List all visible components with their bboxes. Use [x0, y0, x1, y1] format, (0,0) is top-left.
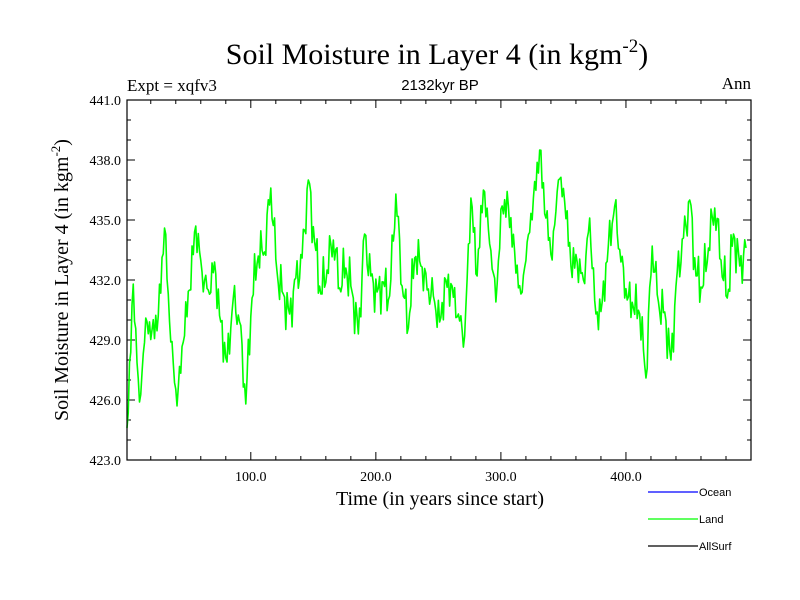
x-tick-label: 400.0 — [610, 470, 642, 485]
plot-frame — [126, 99, 752, 461]
y-tick-label: 432.0 — [90, 274, 122, 289]
y-tick-label: 423.0 — [90, 454, 122, 469]
series-line-land — [126, 149, 747, 429]
legend: Ocean Land AllSurf — [648, 487, 732, 553]
ticks-layer: 423.0 426.0 429.0 432.0 435.0 438.0 441.0 100.0… — [90, 94, 751, 485]
series-layer — [126, 149, 747, 429]
x-tick-label: 200.0 — [360, 470, 392, 485]
y-axis-label: Soil Moisture in Layer 4 (in kgm-2) — [48, 139, 73, 421]
y-tick-label: 435.0 — [90, 214, 122, 229]
y-tick-label: 441.0 — [90, 94, 122, 109]
legend-label-land: Land — [699, 514, 723, 526]
chart-title: Soil Moisture in Layer 4 (in kgm-2) — [226, 36, 648, 71]
chart-subtitle: 2132kyr BP — [401, 77, 479, 94]
legend-label-ocean: Ocean — [699, 487, 731, 499]
x-axis-label: Time (in years since start) — [336, 488, 544, 510]
y-tick-label: 426.0 — [90, 394, 122, 409]
x-tick-label: 100.0 — [235, 470, 267, 485]
season-label: Ann — [722, 74, 752, 93]
x-tick-label: 300.0 — [485, 470, 517, 485]
y-tick-label: 429.0 — [90, 334, 122, 349]
experiment-label: Expt = xqfv3 — [127, 76, 217, 95]
y-tick-label: 438.0 — [90, 154, 122, 169]
legend-label-allsurf: AllSurf — [699, 541, 732, 553]
